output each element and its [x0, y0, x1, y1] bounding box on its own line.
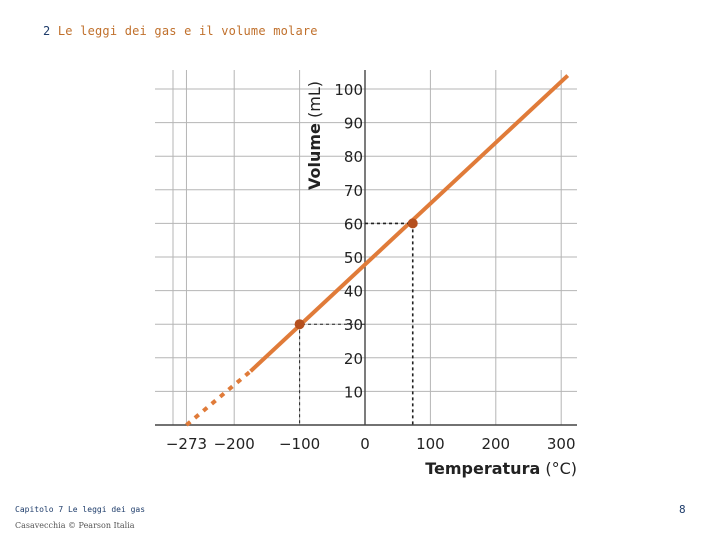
y-tick-label: 80 [344, 148, 363, 166]
x-tick-label: 100 [416, 435, 445, 453]
y-tick-label: 10 [344, 383, 363, 401]
x-tick-label: −273 [166, 435, 207, 453]
x-axis-label-unit: (°C) [540, 459, 577, 478]
x-tick-label: 200 [481, 435, 510, 453]
data-point [407, 218, 418, 229]
section-title: Le leggi dei gas e il volume molare [57, 24, 318, 38]
y-tick-label: 50 [344, 249, 363, 267]
axes [155, 70, 577, 426]
y-tick-label: 20 [344, 350, 363, 368]
x-axis-label: Temperatura (°C) [425, 459, 577, 478]
x-axis-label-main: Temperatura [425, 459, 540, 478]
y-axis-label-unit: (mL) [305, 81, 324, 123]
y-axis-label-main: Volume [305, 123, 324, 190]
grid [155, 70, 577, 425]
x-tick-label: −200 [214, 435, 255, 453]
data-point [294, 319, 305, 330]
y-tick-label: 60 [344, 215, 363, 233]
footer-copyright: Casavecchia © Pearson Italia [15, 521, 135, 530]
x-tick-label: 0 [360, 435, 370, 453]
y-tick-label: 70 [344, 182, 363, 200]
guide-lines [299, 222, 414, 425]
x-tick-label: −100 [279, 435, 320, 453]
y-tick-label: 40 [344, 283, 363, 301]
footer-chapter: Capitolo 7 Le leggi dei gas [15, 505, 146, 514]
y-tick-label: 90 [344, 115, 363, 133]
y-tick-label: 30 [344, 316, 363, 334]
highlight-points [294, 218, 418, 330]
y-tick-label: 100 [334, 81, 363, 99]
section-number: 2 [43, 24, 51, 38]
page-number: 8 [679, 503, 686, 516]
extrapolated-line [185, 369, 252, 427]
tick-labels: 10 20 30 40 50 60 70 80 90 100 −273 −200 −100 0 100 200… [166, 81, 576, 453]
y-axis-label: Volume (mL) [305, 81, 324, 190]
x-tick-label: 300 [547, 435, 576, 453]
series [185, 74, 570, 427]
slide-header: 2 Le leggi dei gas e il volume molare [43, 24, 318, 38]
